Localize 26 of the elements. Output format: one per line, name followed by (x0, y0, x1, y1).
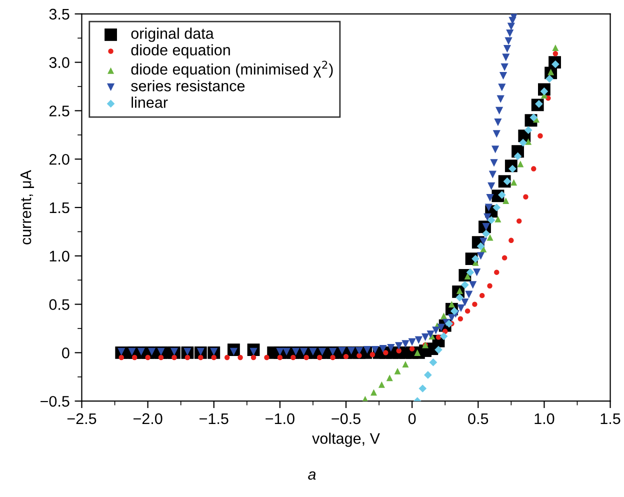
x-tick-label: −2.5 (67, 413, 96, 424)
y-axis-title: current, μA (20, 170, 34, 244)
x-axis-title: voltage, V (312, 432, 380, 447)
legend-label: diode equation (minimised χ$^{2}$) (131, 60, 333, 78)
x-tick-label: −1.0 (266, 413, 294, 424)
x-tick-label: −2.0 (133, 413, 162, 424)
text: a (308, 471, 316, 480)
x-tick-label: 0.5 (468, 413, 488, 424)
legend-label: original data (131, 28, 214, 42)
y-tick-label: 1.0 (50, 250, 70, 262)
y-tick-label: −0.5 (40, 396, 70, 407)
y-tick-label: 3.5 (49, 8, 70, 20)
x-tick-label: 1.0 (534, 413, 554, 424)
x-tick-label: −0.5 (332, 413, 360, 424)
x-tick-label: 0 (408, 413, 416, 424)
y-tick-label: 0 (62, 348, 70, 358)
y-tick-label: 3.0 (49, 57, 70, 68)
legend-label: diode equation (131, 44, 230, 58)
x-tick-label: 1.5 (600, 413, 620, 424)
x-tick-label: −1.5 (200, 413, 228, 424)
y-tick-label: 1.5 (50, 202, 70, 214)
legend-label: linear (132, 96, 168, 108)
y-tick-label: 0.5 (49, 299, 70, 310)
legend-label: series resistance (131, 80, 245, 92)
y-tick-label: 2.5 (49, 106, 70, 116)
y-tick-label: 2.0 (49, 154, 70, 165)
